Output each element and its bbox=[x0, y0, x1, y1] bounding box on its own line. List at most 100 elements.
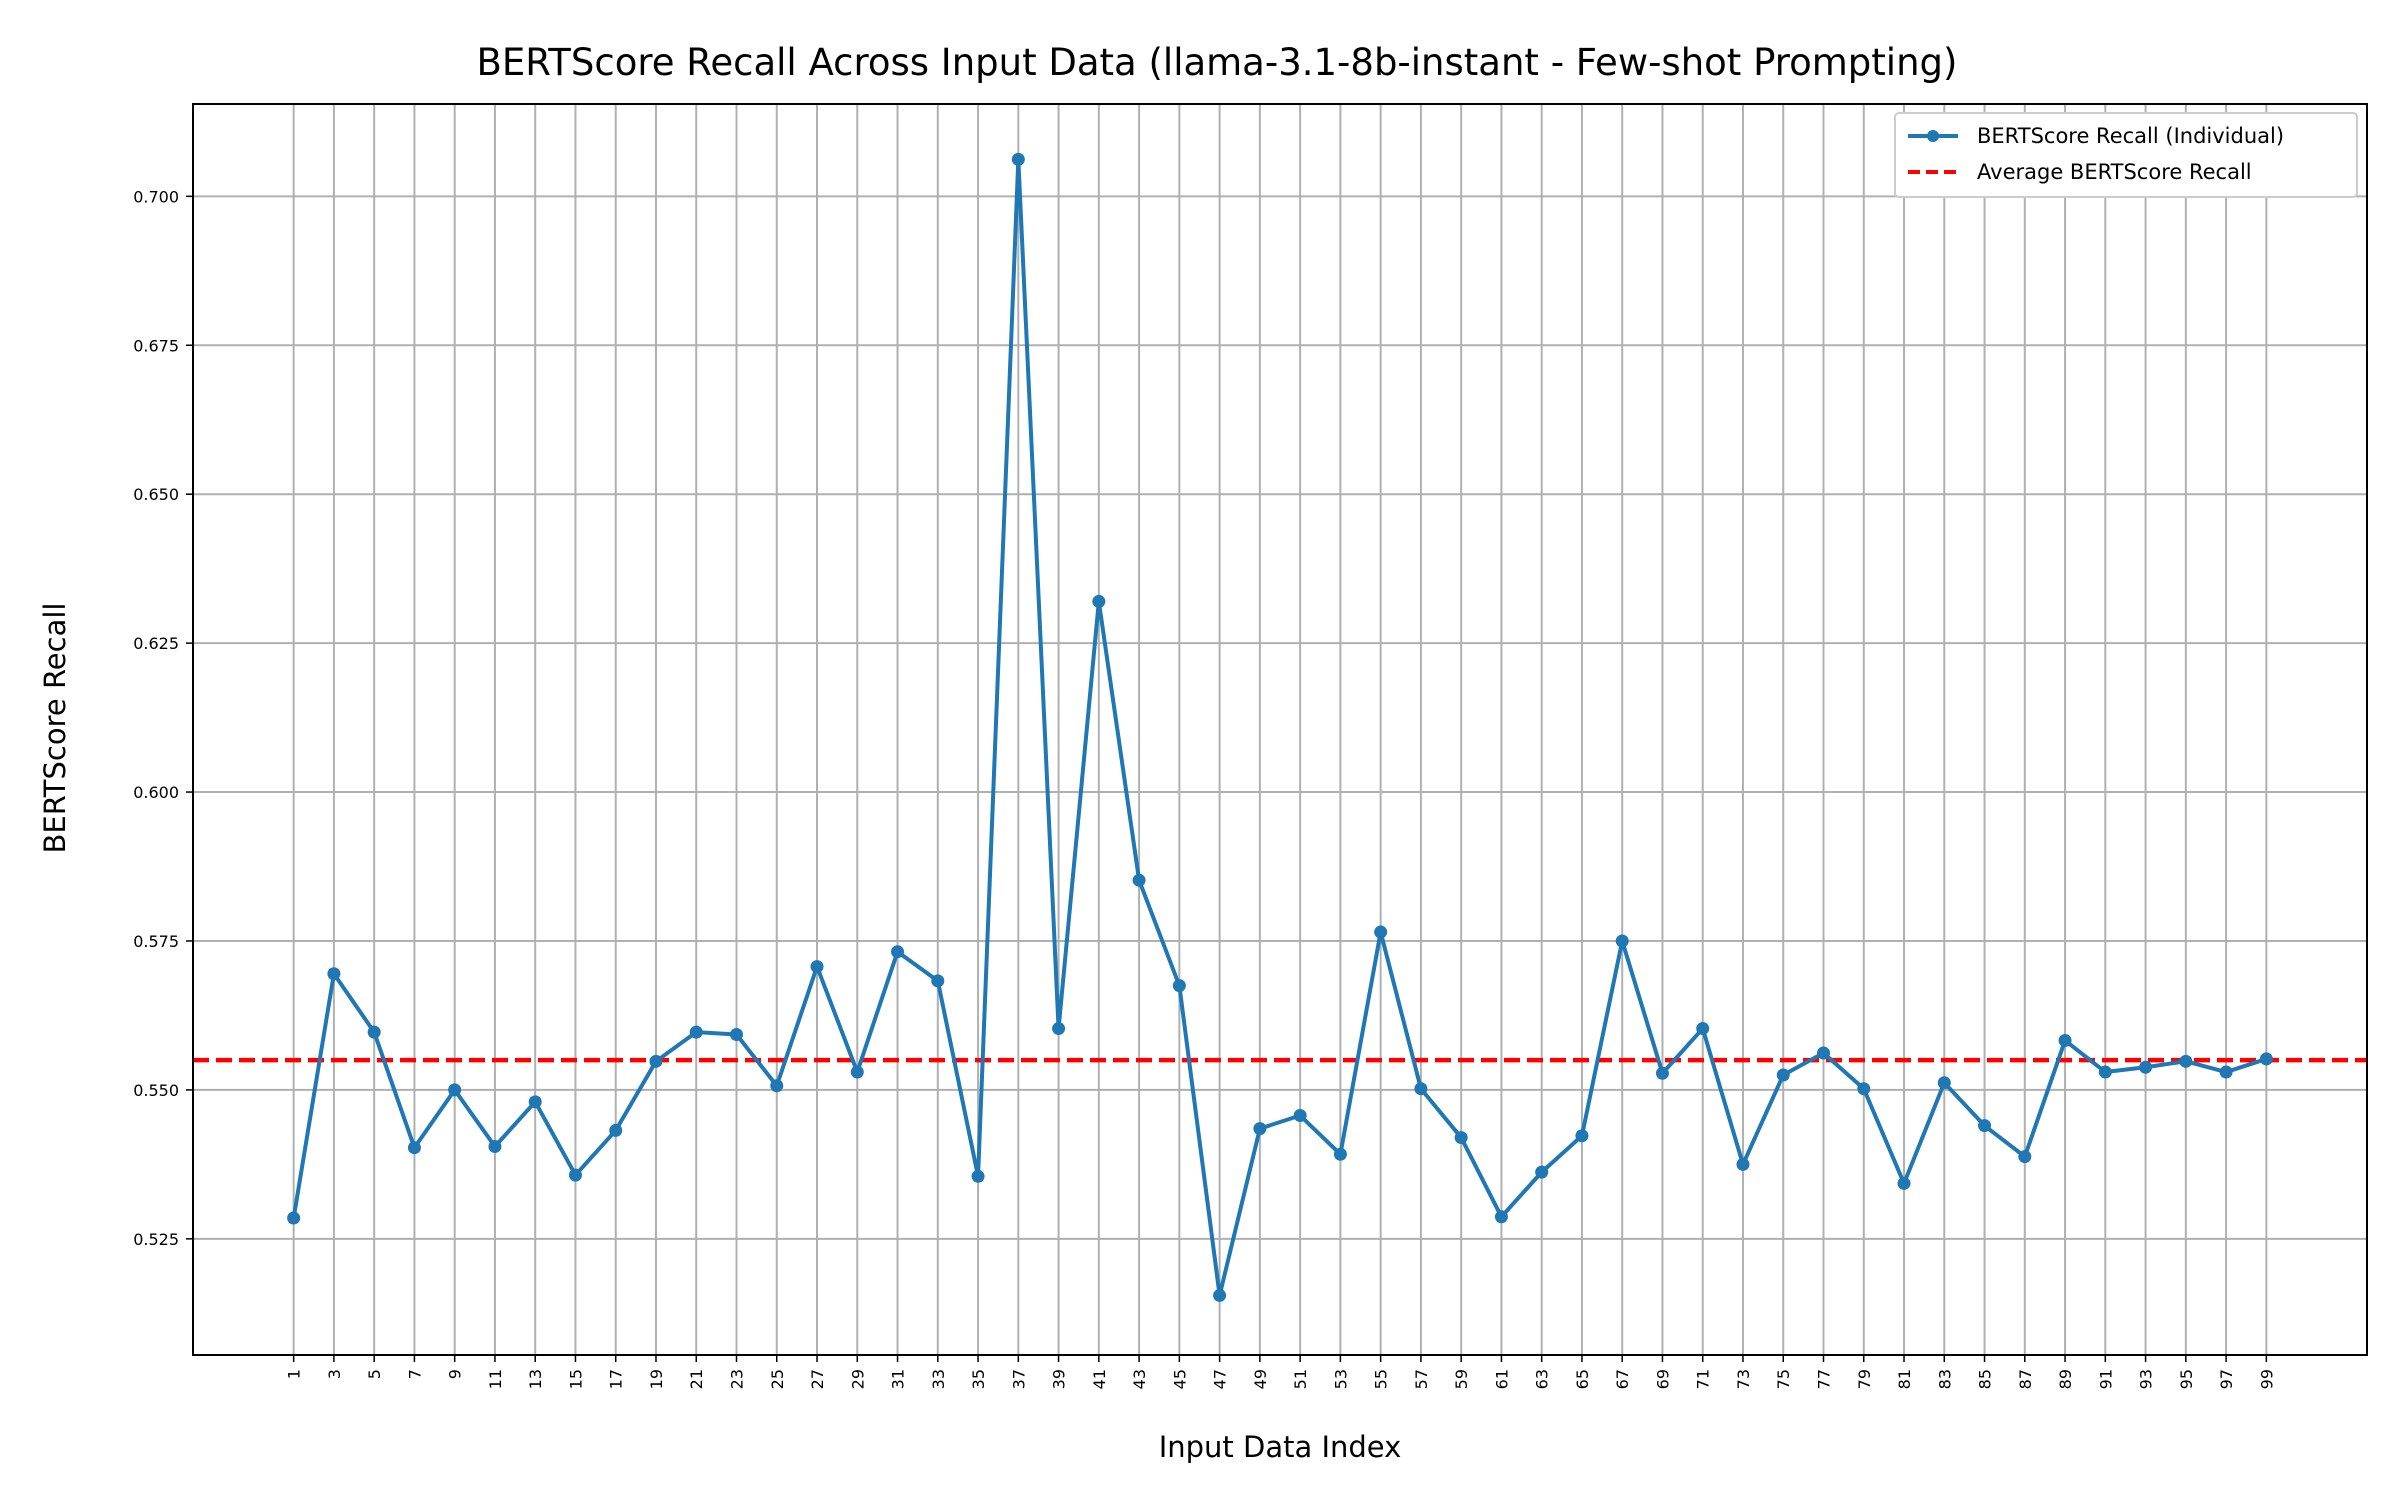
x-tick-label: 53 bbox=[1331, 1369, 1350, 1389]
data-point bbox=[1374, 925, 1388, 939]
data-point bbox=[850, 1065, 864, 1079]
x-tick-label: 23 bbox=[728, 1369, 747, 1389]
y-tick-label: 0.700 bbox=[133, 187, 179, 206]
y-tick-label: 0.650 bbox=[133, 485, 179, 504]
data-point bbox=[1092, 594, 1106, 608]
data-point bbox=[2098, 1065, 2112, 1079]
data-point bbox=[1414, 1082, 1428, 1096]
x-tick-label: 31 bbox=[889, 1369, 908, 1389]
x-tick-label: 91 bbox=[2096, 1369, 2115, 1389]
data-point bbox=[2259, 1052, 2273, 1066]
data-point bbox=[609, 1123, 623, 1137]
x-tick-label: 13 bbox=[526, 1369, 545, 1389]
data-point bbox=[1857, 1082, 1871, 1096]
data-point bbox=[2058, 1033, 2072, 1047]
series-line bbox=[291, 157, 2267, 1298]
data-point bbox=[367, 1025, 381, 1039]
data-point bbox=[1978, 1119, 1992, 1133]
data-point bbox=[931, 974, 945, 988]
x-tick-label: 97 bbox=[2217, 1369, 2236, 1389]
x-tick-label: 73 bbox=[1734, 1369, 1753, 1389]
x-tick-label: 7 bbox=[405, 1369, 424, 1379]
x-tick-label: 63 bbox=[1533, 1369, 1552, 1389]
x-tick-label: 87 bbox=[2016, 1369, 2035, 1389]
data-point bbox=[1132, 873, 1146, 887]
x-tick-label: 27 bbox=[808, 1369, 827, 1389]
x-tick-label: 45 bbox=[1170, 1369, 1189, 1389]
data-point bbox=[1817, 1046, 1830, 1060]
x-tick-label: 49 bbox=[1251, 1369, 1270, 1389]
x-tick-label: 81 bbox=[1895, 1369, 1914, 1389]
data-point bbox=[1655, 1066, 1669, 1080]
data-point bbox=[1253, 1122, 1267, 1136]
x-tick-label: 9 bbox=[446, 1369, 465, 1379]
x-tick-label: 89 bbox=[2056, 1369, 2075, 1389]
x-tick-label: 33 bbox=[929, 1369, 948, 1389]
y-tick-label: 0.675 bbox=[133, 336, 179, 355]
data-point bbox=[730, 1028, 743, 1042]
legend-label-average: Average BERTScore Recall bbox=[1977, 160, 2252, 184]
data-point bbox=[327, 967, 341, 981]
grid bbox=[193, 104, 2367, 1355]
x-tick-label: 11 bbox=[486, 1369, 505, 1389]
x-tick-label: 69 bbox=[1653, 1369, 1672, 1389]
data-point bbox=[1897, 1176, 1911, 1190]
legend-label-individual: BERTScore Recall (Individual) bbox=[1977, 124, 2284, 148]
x-tick-label: 37 bbox=[1009, 1369, 1028, 1389]
x-tick-label: 39 bbox=[1050, 1369, 1069, 1389]
x-tick-label: 1 bbox=[285, 1369, 304, 1379]
data-point bbox=[1293, 1109, 1307, 1123]
x-tick-label: 35 bbox=[969, 1369, 988, 1389]
data-point bbox=[1333, 1147, 1347, 1161]
data-point bbox=[891, 945, 905, 959]
data-point bbox=[1454, 1131, 1468, 1145]
x-tick-label: 41 bbox=[1090, 1369, 1109, 1389]
x-tick-label: 61 bbox=[1492, 1369, 1511, 1389]
y-tick-label: 0.550 bbox=[133, 1081, 179, 1100]
data-point bbox=[1736, 1157, 1750, 1171]
data-point bbox=[1494, 1210, 1508, 1224]
x-tick-label: 85 bbox=[1976, 1369, 1995, 1389]
y-tick-label: 0.600 bbox=[133, 783, 179, 802]
x-tick-label: 21 bbox=[687, 1369, 706, 1389]
x-tick-label: 71 bbox=[1694, 1369, 1713, 1389]
y-axis-ticks: 0.525 0.550 0.575 0.600 0.625 0.650 0.675 0.700 bbox=[133, 187, 193, 1249]
data-point bbox=[1172, 979, 1186, 993]
data-point bbox=[488, 1140, 502, 1153]
data-point bbox=[649, 1054, 663, 1068]
data-point bbox=[1937, 1076, 1951, 1090]
chart-title: BERTScore Recall Across Input Data (llam… bbox=[477, 41, 1958, 84]
data-point bbox=[2179, 1054, 2193, 1068]
data-point bbox=[2139, 1060, 2153, 1074]
data-point bbox=[2018, 1150, 2032, 1164]
x-tick-label: 99 bbox=[2257, 1369, 2276, 1389]
x-tick-label: 3 bbox=[325, 1369, 344, 1379]
data-point bbox=[1615, 934, 1629, 948]
plot-frame bbox=[192, 103, 2368, 1356]
x-tick-label: 67 bbox=[1613, 1369, 1632, 1389]
data-point bbox=[1011, 152, 1025, 166]
x-tick-label: 93 bbox=[2137, 1369, 2156, 1389]
y-axis-label: BERTScore Recall bbox=[38, 603, 72, 854]
x-tick-label: 43 bbox=[1130, 1369, 1149, 1389]
x-tick-label: 25 bbox=[768, 1369, 787, 1389]
data-point bbox=[1696, 1022, 1710, 1036]
x-tick-label: 95 bbox=[2177, 1369, 2196, 1389]
data-point bbox=[1535, 1165, 1549, 1179]
x-axis-label: Input Data Index bbox=[1159, 1430, 1402, 1464]
data-point bbox=[2219, 1065, 2233, 1079]
x-tick-label: 29 bbox=[848, 1369, 867, 1389]
x-tick-label: 83 bbox=[1935, 1369, 1954, 1389]
x-tick-label: 51 bbox=[1291, 1369, 1310, 1389]
data-point bbox=[1052, 1022, 1066, 1036]
x-tick-label: 57 bbox=[1412, 1369, 1431, 1389]
data-point bbox=[448, 1083, 462, 1097]
y-tick-label: 0.575 bbox=[133, 932, 179, 951]
x-tick-label: 59 bbox=[1452, 1369, 1471, 1389]
x-tick-label: 17 bbox=[607, 1369, 626, 1389]
y-tick-label: 0.625 bbox=[133, 634, 179, 653]
series-group bbox=[287, 152, 2273, 1302]
